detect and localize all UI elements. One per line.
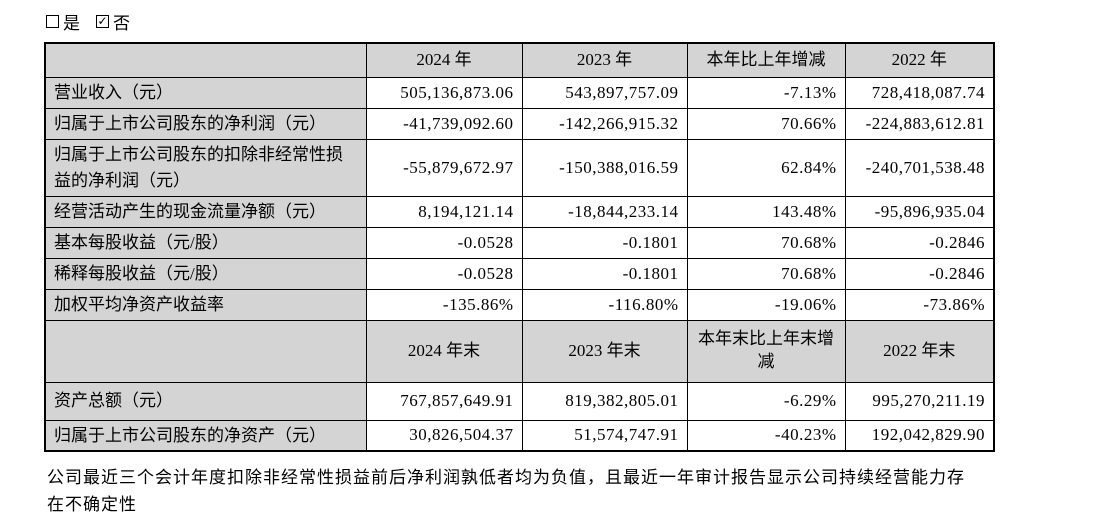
cell-2024: -0.0528 <box>365 226 523 259</box>
cell-2024: -135.86% <box>365 288 523 321</box>
checkbox-checked-icon[interactable]: ✓ <box>96 14 109 28</box>
cell-2022: -73.86% <box>844 288 995 321</box>
yes-checkbox-label: 是 <box>63 13 80 33</box>
cell-2022: 192,042,829.90 <box>844 419 995 452</box>
cell-change: 70.68% <box>686 257 846 290</box>
row-label: 营业收入（元） <box>44 76 367 109</box>
cell-2023: -18,844,233.14 <box>521 195 688 228</box>
table-row-net-profit-after-extraordinary: 归属于上市公司股东的扣除非经常性损益的净利润（元） -55,879,672.97… <box>44 138 995 197</box>
annual-header-2024: 2024 年 <box>365 42 523 78</box>
cell-2023: 543,897,757.09 <box>521 76 688 109</box>
annual-header-empty-cell <box>44 42 367 78</box>
cell-2024: 8,194,121.14 <box>365 195 523 228</box>
table-row-total-assets: 资产总额（元） 767,857,649.91 819,382,805.01 -6… <box>44 381 995 421</box>
annual-header-2023: 2023 年 <box>521 42 688 78</box>
annual-header-row: 2024 年 2023 年 本年比上年增减 2022 年 <box>44 42 995 78</box>
eoy-header-empty-cell <box>44 319 367 383</box>
check-icon: ✓ <box>97 14 108 28</box>
cell-2024: -0.0528 <box>365 257 523 290</box>
cell-2023: -0.1801 <box>521 226 688 259</box>
cell-change: -6.29% <box>686 381 846 421</box>
cell-2023: -0.1801 <box>521 257 688 290</box>
cell-2024: 505,136,873.06 <box>365 76 523 109</box>
eoy-header-2023: 2023 年末 <box>521 319 688 383</box>
cell-change: -19.06% <box>686 288 846 321</box>
cell-2022: -95,896,935.04 <box>844 195 995 228</box>
table-row-weighted-roe: 加权平均净资产收益率 -135.86% -116.80% -19.06% -73… <box>44 288 995 321</box>
cell-2022: 995,270,211.19 <box>844 381 995 421</box>
table-row-basic-eps: 基本每股收益（元/股） -0.0528 -0.1801 70.68% -0.28… <box>44 226 995 259</box>
cell-2024: 767,857,649.91 <box>365 381 523 421</box>
cell-2022: 728,418,087.74 <box>844 76 995 109</box>
row-label: 加权平均净资产收益率 <box>44 288 367 321</box>
row-label: 归属于上市公司股东的净利润（元） <box>44 107 367 140</box>
row-label: 归属于上市公司股东的净资产（元） <box>44 419 367 452</box>
eoy-header-change: 本年末比上年末增减 <box>686 319 846 383</box>
row-label: 资产总额（元） <box>44 381 367 421</box>
eoy-header-row: 2024 年末 2023 年末 本年末比上年末增减 2022 年末 <box>44 319 995 383</box>
eoy-header-2024: 2024 年末 <box>365 319 523 383</box>
table-row-operating-revenue: 营业收入（元） 505,136,873.06 543,897,757.09 -7… <box>44 76 995 109</box>
cell-change: 70.66% <box>686 107 846 140</box>
annual-header-change: 本年比上年增减 <box>686 42 846 78</box>
cell-change: -40.23% <box>686 419 846 452</box>
cell-change: 62.84% <box>686 138 846 197</box>
cell-2024: -55,879,672.97 <box>365 138 523 197</box>
yes-no-checkbox-row: 是 ✓ 否 <box>46 9 1102 34</box>
cell-2023: -116.80% <box>521 288 688 321</box>
going-concern-note: 公司最近三个会计年度扣除非经常性损益前后净利润孰低者均为负值，且最近一年审计报告… <box>47 468 965 514</box>
cell-2023: 51,574,747.91 <box>521 419 688 452</box>
key-financials-table: 2024 年 2023 年 本年比上年增减 2022 年 营业收入（元） 505… <box>44 42 995 452</box>
row-label: 稀释每股收益（元/股） <box>44 257 367 290</box>
eoy-header-2022: 2022 年末 <box>844 319 995 383</box>
cell-2023: 819,382,805.01 <box>521 381 688 421</box>
cell-change: 70.68% <box>686 226 846 259</box>
table-row-diluted-eps: 稀释每股收益（元/股） -0.0528 -0.1801 70.68% -0.28… <box>44 257 995 290</box>
table-row-net-assets: 归属于上市公司股东的净资产（元） 30,826,504.37 51,574,74… <box>44 419 995 452</box>
annual-header-2022: 2022 年 <box>844 42 995 78</box>
no-checkbox-label: 否 <box>113 13 130 33</box>
cell-2024: -41,739,092.60 <box>365 107 523 140</box>
row-label: 归属于上市公司股东的扣除非经常性损益的净利润（元） <box>44 138 367 197</box>
row-label: 经营活动产生的现金流量净额（元） <box>44 195 367 228</box>
row-label: 基本每股收益（元/股） <box>44 226 367 259</box>
cell-2022: -0.2846 <box>844 257 995 290</box>
table-row-net-profit: 归属于上市公司股东的净利润（元） -41,739,092.60 -142,266… <box>44 107 995 140</box>
yes-checkbox-option[interactable]: 是 <box>46 9 80 34</box>
no-checkbox-option[interactable]: ✓ 否 <box>96 9 130 34</box>
cell-change: 143.48% <box>686 195 846 228</box>
cell-2022: -224,883,612.81 <box>844 107 995 140</box>
cell-change: -7.13% <box>686 76 846 109</box>
cell-2023: -142,266,915.32 <box>521 107 688 140</box>
cell-2024: 30,826,504.37 <box>365 419 523 452</box>
table-row-operating-cash-flow: 经营活动产生的现金流量净额（元） 8,194,121.14 -18,844,23… <box>44 195 995 228</box>
cell-2022: -240,701,538.48 <box>844 138 995 197</box>
checkbox-unchecked-icon[interactable] <box>46 14 59 28</box>
cell-2022: -0.2846 <box>844 226 995 259</box>
cell-2023: -150,388,016.59 <box>521 138 688 197</box>
